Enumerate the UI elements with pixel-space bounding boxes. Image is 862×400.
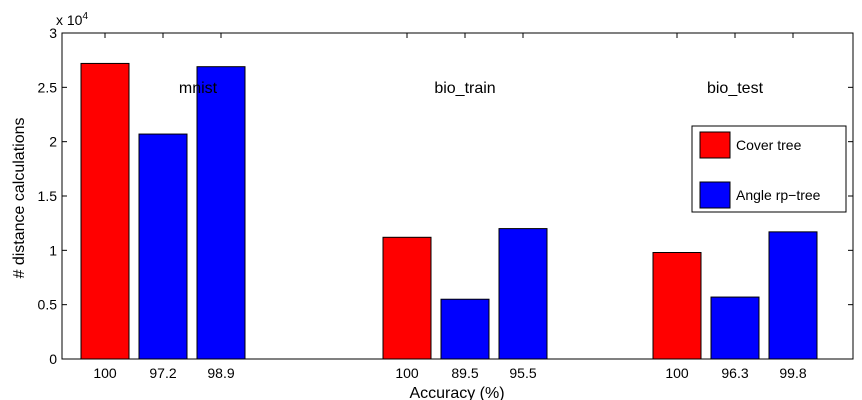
x-tick-label: 95.5 (509, 365, 536, 381)
bar (138, 133, 188, 360)
x-tick-label: 98.9 (207, 365, 234, 381)
y-tick-label: 2.5 (38, 79, 58, 95)
bar (382, 236, 432, 360)
legend-swatch-cover-tree (699, 131, 731, 159)
legend-label-cover-tree: Cover tree (736, 137, 802, 153)
y-tick-label: 1.5 (38, 188, 58, 204)
x-tick-label: 99.8 (779, 365, 806, 381)
x-tick-label: 100 (395, 365, 419, 381)
bar (768, 231, 818, 360)
x-tick-label: 89.5 (451, 365, 478, 381)
bar (498, 228, 548, 360)
x-tick-label: 96.3 (721, 365, 748, 381)
x-tick-label: 100 (665, 365, 689, 381)
y-multiplier-label: x 104 (56, 11, 88, 28)
labels: 100 97.2 98.9 mnist 100 89.5 95.5 bio_train 100 9… (93, 80, 807, 381)
y-tick-label: 0.5 (38, 297, 58, 313)
y-axis-label: # distance calculations (11, 118, 28, 279)
bars (80, 62, 818, 360)
y-tick-label: 3 (49, 25, 57, 41)
bar (440, 298, 490, 360)
x-axis-label: Accuracy (%) (409, 385, 504, 400)
legend-label-angle-rp-tree: Angle rp−tree (736, 187, 821, 203)
y-multiplier-exponent: 4 (82, 11, 88, 22)
y-tick-label: 1 (49, 242, 57, 258)
y-multiplier-base: x 10 (56, 12, 83, 28)
x-tick-label: 97.2 (149, 365, 176, 381)
y-tick-label: 0 (49, 351, 57, 367)
group-label: bio_train (434, 80, 495, 97)
group-label: bio_test (707, 80, 764, 97)
bar (710, 296, 760, 360)
x-tick-label: 100 (93, 365, 117, 381)
legend-swatch-angle-rp-tree (699, 181, 731, 209)
bar (80, 62, 130, 360)
y-tick-label: 2 (49, 134, 57, 150)
legend: Cover tree Angle rp−tree (691, 125, 847, 213)
bar (652, 252, 702, 360)
bar (196, 66, 246, 360)
group-label: mnist (179, 80, 218, 97)
